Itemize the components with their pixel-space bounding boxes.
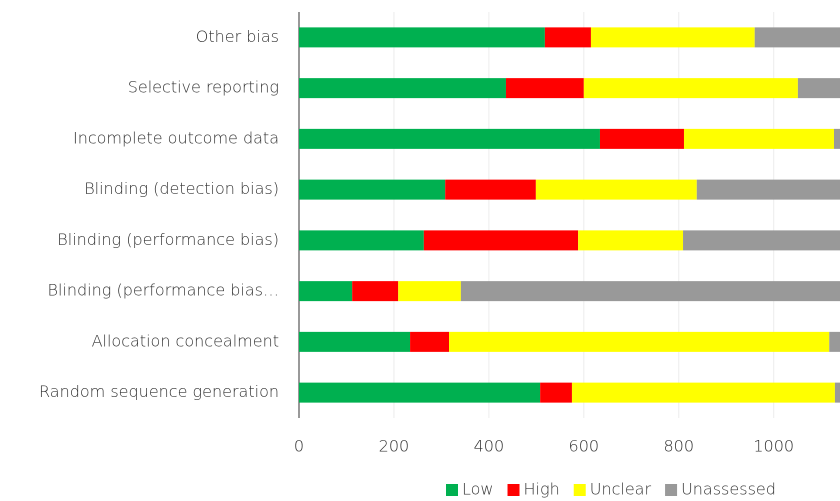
bar-segment bbox=[834, 382, 840, 403]
x-tick-label: 0 bbox=[294, 437, 304, 456]
bar-segment bbox=[540, 382, 572, 403]
bar-segment bbox=[460, 281, 840, 302]
bar-segment bbox=[829, 331, 840, 352]
bar-segment bbox=[299, 78, 506, 99]
bar-segment bbox=[445, 179, 536, 200]
x-tick-label: 200 bbox=[379, 437, 410, 456]
x-tick-label: 400 bbox=[474, 437, 505, 456]
bar-segment bbox=[299, 230, 424, 251]
bar-segment bbox=[833, 128, 840, 149]
y-tick-label: Blinding (detection bias) bbox=[84, 179, 279, 198]
y-tick-label: Other bias bbox=[196, 27, 279, 46]
bar-segment bbox=[754, 27, 840, 48]
bar-segment bbox=[544, 27, 591, 48]
bar-segment bbox=[398, 281, 461, 302]
legend-label: Unclear bbox=[590, 480, 652, 499]
legend-label: High bbox=[524, 480, 560, 499]
legend-swatch bbox=[507, 484, 520, 496]
bar-segment bbox=[683, 128, 834, 149]
y-tick-label: Selective reporting bbox=[128, 78, 279, 97]
y-tick-label: Incomplete outcome data bbox=[73, 128, 279, 147]
bar-segment bbox=[578, 230, 684, 251]
y-tick-label: Allocation concealment bbox=[92, 331, 279, 350]
legend-swatch bbox=[446, 484, 458, 496]
x-tick-label: 1000 bbox=[753, 437, 794, 456]
bar-segment bbox=[683, 230, 840, 251]
legend-swatch bbox=[665, 484, 678, 496]
y-tick-label: Random sequence generation bbox=[39, 382, 279, 401]
y-tick-label: Blinding (performance bias) bbox=[57, 230, 279, 249]
bar-segment bbox=[352, 281, 399, 302]
bar-segment bbox=[797, 78, 840, 99]
bar-segment bbox=[299, 128, 600, 149]
bar-segment bbox=[696, 179, 840, 200]
bar-segment bbox=[299, 331, 411, 352]
bar-segment bbox=[571, 382, 835, 403]
bar-segment bbox=[599, 128, 684, 149]
legend-swatch bbox=[573, 484, 586, 496]
bar-segment bbox=[299, 281, 353, 302]
x-tick-label: 600 bbox=[569, 437, 600, 456]
bar-segment bbox=[505, 78, 584, 99]
legend-label: Low bbox=[462, 480, 494, 499]
bar-segment bbox=[449, 331, 830, 352]
x-tick-label: 800 bbox=[663, 437, 694, 456]
bar-segment bbox=[423, 230, 579, 251]
bar-segment bbox=[299, 382, 541, 403]
y-tick-label: Blinding (performance bias… bbox=[48, 281, 279, 300]
bar-segment bbox=[410, 331, 450, 352]
bar-segment bbox=[583, 78, 798, 99]
bar-segment bbox=[535, 179, 697, 200]
bar-segment bbox=[299, 179, 446, 200]
bar-segment bbox=[590, 27, 755, 48]
bar-segment bbox=[299, 27, 545, 48]
legend-label: Unassessed bbox=[681, 480, 776, 499]
